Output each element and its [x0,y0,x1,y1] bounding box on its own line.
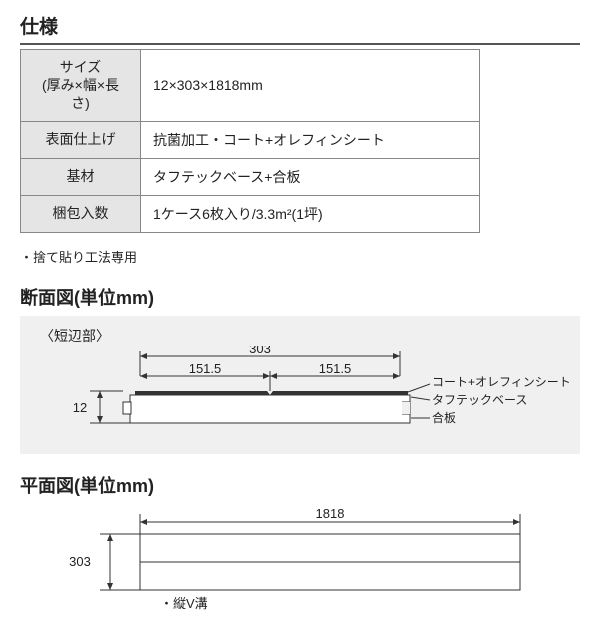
spec-label-size: サイズ (厚み×幅×長さ) [21,50,141,122]
cross-section-diagram: 〈短辺部〉 303 151.5 151.5 [20,316,580,454]
spec-label-base: 基材 [21,158,141,195]
plan-view-svg: 1818 303 ・縦V溝 [20,504,580,619]
spec-note: ・捨て貼り工法専用 [20,247,580,266]
cross-section-title: 断面図(単位mm) [20,284,580,310]
cross-section-svg: 303 151.5 151.5 12 コ [30,346,570,441]
cross-section-subtitle: 〈短辺部〉 [40,326,570,346]
label-layer1: コート+オレフィンシート [432,375,570,389]
plan-view-title: 平面図(単位mm) [20,472,580,498]
spec-value-pack: 1ケース6枚入り/3.3m²(1坪) [141,195,480,232]
table-row: 基材 タフテックベース+合板 [21,158,480,195]
table-row: サイズ (厚み×幅×長さ) 12×303×1818mm [21,50,480,122]
dim-1818: 1818 [316,506,345,521]
dim-303-plan: 303 [69,554,91,569]
dim-12: 12 [73,400,87,415]
dim-151-right: 151.5 [319,361,352,376]
spec-value-base: タフテックベース+合板 [141,158,480,195]
spec-value-size: 12×303×1818mm [141,50,480,122]
label-layer3: 合板 [432,410,456,425]
board-body [130,395,410,423]
label-layer2: タフテックベース [432,393,527,407]
plan-note: ・縦V溝 [160,596,208,611]
dim-303: 303 [249,346,271,356]
table-row: 表面仕上げ 抗菌加工・コート+オレフィンシート [21,121,480,158]
left-tongue [123,402,131,414]
table-row: 梱包入数 1ケース6枚入り/3.3m²(1坪) [21,195,480,232]
spec-label-pack: 梱包入数 [21,195,141,232]
spec-table: サイズ (厚み×幅×長さ) 12×303×1818mm 表面仕上げ 抗菌加工・コ… [20,49,480,233]
spec-label-surface: 表面仕上げ [21,121,141,158]
spec-value-surface: 抗菌加工・コート+オレフィンシート [141,121,480,158]
dim-151-left: 151.5 [189,361,222,376]
spec-heading: 仕様 [20,12,580,45]
